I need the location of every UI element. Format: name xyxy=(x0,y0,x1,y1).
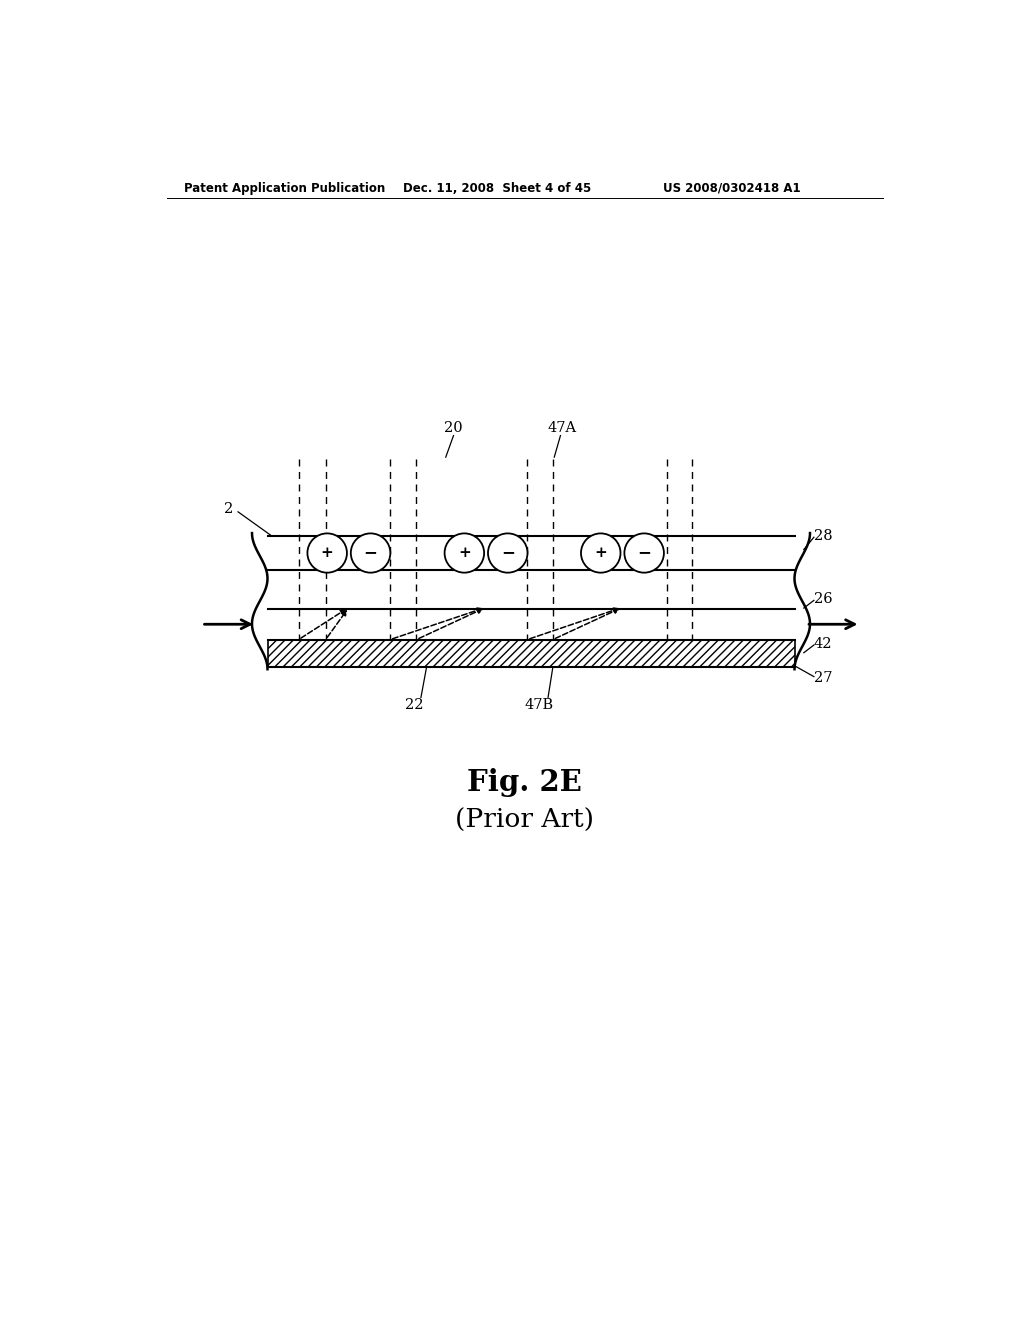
Bar xyxy=(267,640,795,667)
Text: Fig. 2E: Fig. 2E xyxy=(467,768,583,796)
Text: 28: 28 xyxy=(814,529,833,543)
Text: +: + xyxy=(321,546,334,560)
Circle shape xyxy=(488,533,527,573)
Circle shape xyxy=(581,533,621,573)
Text: 42: 42 xyxy=(814,636,833,651)
Text: 47B: 47B xyxy=(524,698,553,711)
Text: −: − xyxy=(637,545,651,561)
Circle shape xyxy=(625,533,664,573)
Text: +: + xyxy=(458,546,471,560)
Text: US 2008/0302418 A1: US 2008/0302418 A1 xyxy=(663,182,801,194)
Circle shape xyxy=(444,533,484,573)
Text: Patent Application Publication: Patent Application Publication xyxy=(183,182,385,194)
Text: (Prior Art): (Prior Art) xyxy=(456,808,594,833)
Text: 26: 26 xyxy=(814,591,833,606)
Text: 22: 22 xyxy=(406,698,424,711)
Text: −: − xyxy=(501,545,515,561)
Text: Dec. 11, 2008  Sheet 4 of 45: Dec. 11, 2008 Sheet 4 of 45 xyxy=(403,182,592,194)
Circle shape xyxy=(307,533,347,573)
Text: 20: 20 xyxy=(444,421,463,434)
Text: +: + xyxy=(594,546,607,560)
Text: 47A: 47A xyxy=(548,421,577,434)
Text: 27: 27 xyxy=(814,671,833,685)
Circle shape xyxy=(351,533,390,573)
Text: −: − xyxy=(364,545,378,561)
Text: 2: 2 xyxy=(224,502,233,516)
